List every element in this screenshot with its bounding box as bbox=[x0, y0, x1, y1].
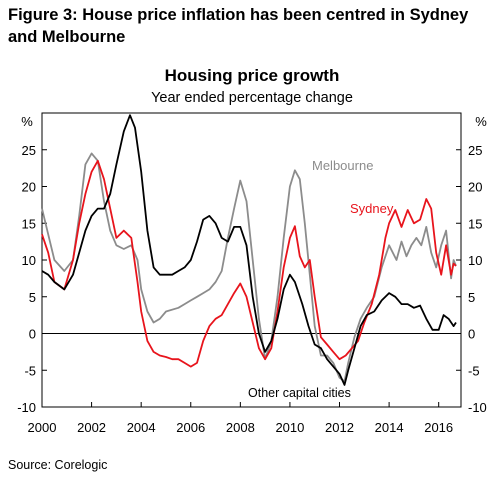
series-lines bbox=[41, 114, 457, 386]
y-tick-label-left: 20 bbox=[22, 180, 36, 195]
x-tick-label: 2014 bbox=[375, 420, 404, 435]
y-tick-label-right: 15 bbox=[468, 216, 482, 231]
y-tick-label-left: 0 bbox=[29, 327, 36, 342]
y-tick-label-left: 10 bbox=[22, 253, 36, 268]
other-cities-label: Other capital cities bbox=[248, 386, 351, 400]
series-line-sydney bbox=[41, 159, 457, 368]
series-line-other-capital-cities bbox=[41, 114, 457, 386]
source-note: Source: Corelogic bbox=[8, 458, 108, 472]
y-tick-label-right: 0 bbox=[468, 327, 475, 342]
plot-frame bbox=[41, 112, 462, 408]
y-tick-label-left: -10 bbox=[17, 400, 36, 415]
x-tick-label: 2016 bbox=[424, 420, 453, 435]
y-axis-unit-left: % bbox=[21, 114, 33, 129]
x-tick-label: 2000 bbox=[28, 420, 57, 435]
figure-title-line2: and Melbourne bbox=[8, 28, 126, 46]
x-tick-label: 2010 bbox=[275, 420, 304, 435]
chart-subtitle: Year ended percentage change bbox=[151, 90, 353, 106]
chart-title: Housing price growth bbox=[165, 66, 340, 85]
x-tick-label: 2002 bbox=[77, 420, 106, 435]
series-line-melbourne bbox=[41, 152, 457, 383]
figure-title: Figure 3: House price inflation has been… bbox=[8, 4, 496, 48]
x-tick-label: 2006 bbox=[176, 420, 205, 435]
y-tick-label-left: 25 bbox=[22, 143, 36, 158]
x-tick-label: 2004 bbox=[127, 420, 156, 435]
y-tick-label-left: -5 bbox=[24, 363, 36, 378]
sydney-label: Sydney bbox=[350, 201, 394, 216]
y-tick-label-right: 20 bbox=[468, 180, 482, 195]
y-tick-label-left: 5 bbox=[29, 290, 36, 305]
y-tick-label-right: 10 bbox=[468, 253, 482, 268]
y-axis-unit-right: % bbox=[475, 114, 487, 129]
y-tick-label-right: -10 bbox=[468, 400, 487, 415]
x-tick-label: 2008 bbox=[226, 420, 255, 435]
y-tick-label-right: -5 bbox=[468, 363, 480, 378]
y-tick-label-right: 25 bbox=[468, 143, 482, 158]
figure-title-line1: Figure 3: House price inflation has been… bbox=[8, 6, 469, 24]
x-tick-label: 2012 bbox=[325, 420, 354, 435]
melbourne-label: Melbourne bbox=[312, 158, 373, 173]
y-tick-label-left: 15 bbox=[22, 216, 36, 231]
y-tick-label-right: 5 bbox=[468, 290, 475, 305]
